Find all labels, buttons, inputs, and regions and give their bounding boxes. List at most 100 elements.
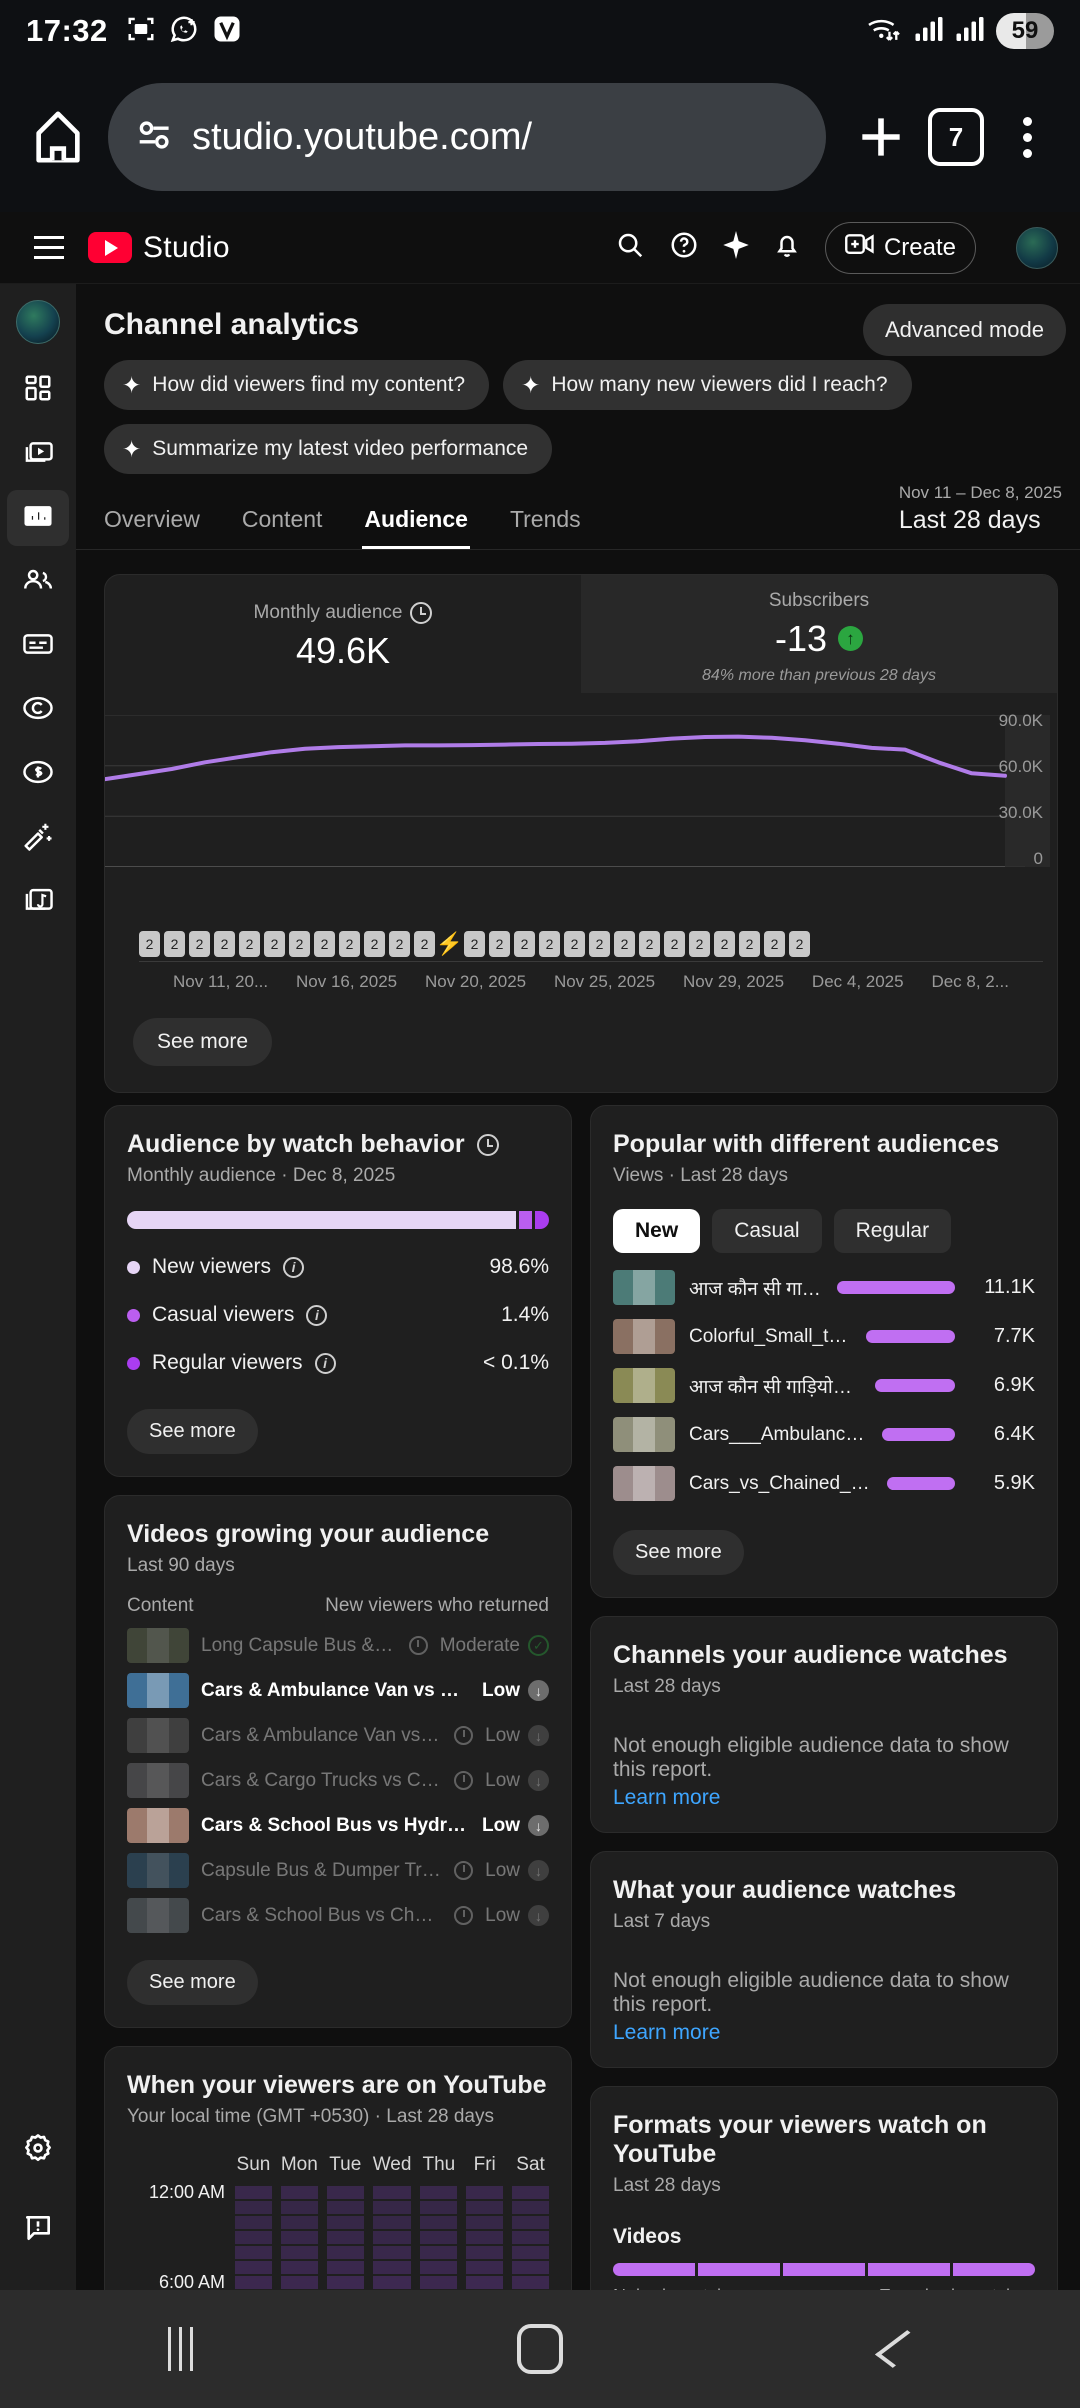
growing-video-row[interactable]: Capsule Bus & Dumper Truck v... Low↓: [127, 1848, 549, 1893]
watch-behavior-see-more-button[interactable]: See more: [127, 1409, 258, 1454]
video-marker-row[interactable]: 2 2 2 2 2 2 2 2 2 2 2 2 ⚡ 2 2 2 2 2 2 2 2 2 2 2 2 2 2: [105, 925, 1057, 957]
popular-audience-row[interactable]: आज कौन सी गाड़ियो ं का ... 11.1K: [613, 1263, 1035, 1312]
video-marker-badge[interactable]: 2: [339, 931, 360, 957]
segment-tab-casual[interactable]: Casual: [712, 1209, 822, 1253]
plus-icon[interactable]: [844, 109, 918, 165]
heatmap-column-wed[interactable]: Wed: [372, 2154, 412, 2290]
sidebar-item-customization[interactable]: [7, 810, 69, 866]
nav-back-button[interactable]: [720, 2329, 1080, 2369]
learn-more-link[interactable]: Learn more: [613, 2021, 721, 2044]
growing-video-row[interactable]: Cars & School Bus vs Hydraulic Bo... Low…: [127, 1803, 549, 1848]
video-marker-badge[interactable]: 2: [139, 931, 160, 957]
chip-summarize-performance[interactable]: ✦ Summarize my latest video performance: [104, 424, 553, 474]
studio-logo[interactable]: Studio: [88, 231, 230, 265]
help-icon[interactable]: [669, 230, 699, 265]
create-button[interactable]: Create: [824, 221, 976, 274]
tab-audience[interactable]: Audience: [362, 506, 470, 549]
heatmap-column-tue[interactable]: Tue: [326, 2154, 364, 2290]
url-text[interactable]: studio.youtube.com/: [192, 115, 533, 158]
video-marker-badge[interactable]: 2: [364, 931, 385, 957]
search-icon[interactable]: [615, 230, 645, 265]
home-icon[interactable]: [26, 108, 90, 166]
video-marker-badge[interactable]: 2: [764, 931, 785, 957]
sidebar-item-subtitles[interactable]: [7, 618, 69, 674]
video-marker-badge[interactable]: 2: [614, 931, 635, 957]
growing-video-row[interactable]: Long Capsule Bus & Cement Tr... Moderate…: [127, 1623, 549, 1668]
legend-casual-viewers[interactable]: Casual viewers i 1.4%: [127, 1291, 549, 1339]
video-marker-badge[interactable]: 2: [514, 931, 535, 957]
growing-video-row[interactable]: Cars & Ambulance Van vs Giant Pi... Low↓: [127, 1668, 549, 1713]
segment-tab-new[interactable]: New: [613, 1209, 701, 1253]
popular-audience-row[interactable]: Cars_vs_Chained_Hydr... 5.9K: [613, 1459, 1035, 1508]
video-marker-badge[interactable]: 2: [489, 931, 510, 957]
video-marker-badge[interactable]: 2: [239, 931, 260, 957]
info-icon[interactable]: i: [314, 1352, 336, 1374]
video-marker-badge[interactable]: 2: [789, 931, 810, 957]
popular-audiences-see-more-button[interactable]: See more: [613, 1530, 744, 1575]
url-bar[interactable]: studio.youtube.com/: [108, 83, 826, 191]
video-marker-badge[interactable]: 2: [389, 931, 410, 957]
video-marker-badge[interactable]: 2: [664, 931, 685, 957]
heatmap-column-fri[interactable]: Fri: [466, 2154, 504, 2290]
info-icon[interactable]: i: [283, 1256, 305, 1278]
info-icon[interactable]: i: [306, 1304, 328, 1326]
sidebar-item-dashboard[interactable]: [7, 362, 69, 418]
video-marker-badge[interactable]: 2: [414, 931, 435, 957]
tab-count-button[interactable]: 7: [928, 108, 984, 166]
popular-audience-row[interactable]: Colorful_Small_to_Gia... 7.7K: [613, 1312, 1035, 1361]
heatmap-column-thu[interactable]: Thu: [420, 2154, 458, 2290]
bell-icon[interactable]: [773, 230, 801, 265]
growing-video-row[interactable]: Cars & Ambulance Van vs Gian... Low↓: [127, 1713, 549, 1758]
legend-regular-viewers[interactable]: Regular viewers i < 0.1%: [127, 1339, 549, 1387]
kebab-menu-icon[interactable]: [1000, 116, 1054, 158]
video-marker-badge[interactable]: 2: [214, 931, 235, 957]
video-marker-badge[interactable]: 2: [714, 931, 735, 957]
sidebar-item-settings[interactable]: [7, 2122, 69, 2178]
audience-line-chart[interactable]: 90.0K 60.0K 30.0K 0: [105, 711, 1057, 925]
tab-overview[interactable]: Overview: [104, 506, 200, 532]
video-marker-badge[interactable]: 2: [264, 931, 285, 957]
growing-videos-see-more-button[interactable]: See more: [127, 1960, 258, 2005]
nav-home-button[interactable]: [360, 2324, 720, 2374]
video-marker-badge[interactable]: 2: [289, 931, 310, 957]
chip-new-viewers[interactable]: ✦ How many new viewers did I reach?: [503, 360, 912, 410]
legend-new-viewers[interactable]: New viewers i 98.6%: [127, 1243, 549, 1291]
sidebar-channel-avatar[interactable]: [16, 300, 60, 344]
sidebar-item-community[interactable]: [7, 554, 69, 610]
sidebar-item-analytics[interactable]: [7, 490, 69, 546]
learn-more-link[interactable]: Learn more: [613, 1786, 721, 1809]
nav-recents-button[interactable]: [0, 2327, 360, 2371]
video-marker-badge[interactable]: 2: [639, 931, 660, 957]
popular-audience-row[interactable]: आज कौन सी गाड़ियो ं का ... 6.9K: [613, 1361, 1035, 1410]
video-marker-badge[interactable]: 2: [689, 931, 710, 957]
heatmap-column-mon[interactable]: Mon: [280, 2154, 318, 2290]
segment-tab-regular[interactable]: Regular: [833, 1209, 952, 1253]
growing-video-row[interactable]: Cars & School Bus vs Chained ... Low↓: [127, 1893, 549, 1938]
kpi-subscribers[interactable]: Subscribers -13 ↑ 84% more than previous…: [581, 575, 1057, 693]
sidebar-item-send-feedback[interactable]: [7, 2202, 69, 2258]
date-range-selector[interactable]: Nov 11 – Dec 8, 2025 Last 28 days: [899, 483, 1062, 535]
heatmap-column-sun[interactable]: Sun: [235, 2154, 272, 2290]
video-marker-bolt[interactable]: ⚡: [435, 931, 464, 956]
viewers-heatmap[interactable]: 12:00 AM 6:00 AM 12:00 PM Sun Mon Tue Wed Th…: [127, 2154, 549, 2290]
video-marker-badge[interactable]: 2: [464, 931, 485, 957]
hamburger-menu-icon[interactable]: [22, 236, 76, 259]
video-marker-badge[interactable]: 2: [739, 931, 760, 957]
popular-audience-row[interactable]: Cars___Ambulance_Va... 6.4K: [613, 1410, 1035, 1459]
video-marker-badge[interactable]: 2: [564, 931, 585, 957]
kpi-monthly-audience[interactable]: Monthly audience 49.6K: [105, 575, 581, 693]
sidebar-item-earn[interactable]: [7, 746, 69, 802]
sidebar-item-content[interactable]: [7, 426, 69, 482]
video-marker-badge[interactable]: 2: [539, 931, 560, 957]
video-marker-badge[interactable]: 2: [314, 931, 335, 957]
video-marker-badge[interactable]: 2: [164, 931, 185, 957]
heatmap-column-sat[interactable]: Sat: [512, 2154, 549, 2290]
tab-trends[interactable]: Trends: [509, 506, 581, 532]
sidebar-item-audio-library[interactable]: [7, 874, 69, 930]
tab-content[interactable]: Content: [241, 506, 323, 532]
growing-video-row[interactable]: Cars & Cargo Trucks vs Chaine... Low↓: [127, 1758, 549, 1803]
video-marker-badge[interactable]: 2: [589, 931, 610, 957]
permissions-icon[interactable]: [136, 118, 174, 157]
advanced-mode-button[interactable]: Advanced mode: [863, 304, 1066, 356]
chart-see-more-button[interactable]: See more: [133, 1018, 273, 1066]
